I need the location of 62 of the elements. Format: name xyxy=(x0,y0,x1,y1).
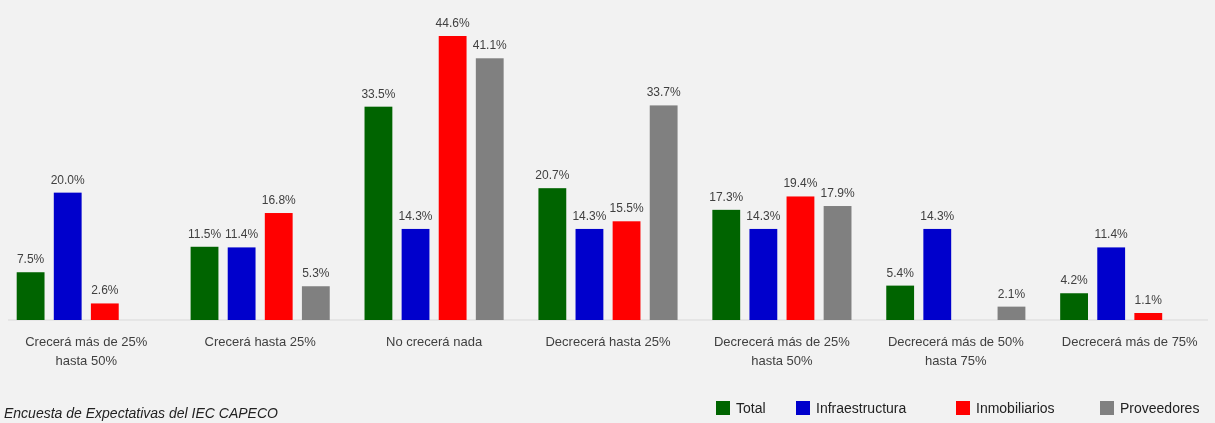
bar xyxy=(1060,293,1088,320)
bar xyxy=(823,206,852,320)
x-tick-label: Decrecerá hasta 25% xyxy=(545,334,671,349)
x-tick-label: Decrecerá más de 75% xyxy=(1061,334,1199,349)
legend-label: Total xyxy=(736,400,766,416)
x-tick-label: Decrecerá más de 50% hasta 75% xyxy=(887,334,1025,368)
bar xyxy=(575,228,604,320)
data-label: 14.3% xyxy=(398,208,433,223)
data-label: 5.3% xyxy=(302,266,330,281)
bar xyxy=(264,213,293,320)
data-label: 19.4% xyxy=(783,176,818,191)
x-tick-label: No crecerá nada xyxy=(386,334,483,349)
bar xyxy=(475,58,504,320)
data-label: 33.5% xyxy=(361,86,396,101)
data-label: 14.3% xyxy=(572,208,607,223)
legend-label: Inmobiliarios xyxy=(976,400,1055,416)
data-label: 44.6% xyxy=(435,16,470,30)
bar xyxy=(886,285,915,320)
data-label: 2.1% xyxy=(997,286,1026,301)
data-label: 11.5% xyxy=(187,226,222,241)
bar xyxy=(712,209,741,320)
bar xyxy=(649,105,678,320)
bar xyxy=(438,36,467,320)
data-label: 14.3% xyxy=(746,208,781,223)
data-label: 1.1% xyxy=(1134,293,1163,307)
bar xyxy=(612,221,641,320)
legend-label: Infraestructura xyxy=(816,400,907,416)
data-label: 33.7% xyxy=(646,85,681,100)
data-label: 4.2% xyxy=(1060,273,1089,288)
data-label: 20.0% xyxy=(50,172,86,187)
bar xyxy=(401,228,430,320)
data-label: 7.5% xyxy=(16,252,45,267)
data-label: 2.6% xyxy=(91,283,119,298)
data-label: 16.8% xyxy=(261,193,297,208)
bar xyxy=(538,188,567,320)
data-label: 15.5% xyxy=(609,201,644,216)
bar xyxy=(749,228,778,320)
data-label: 17.9% xyxy=(820,186,855,201)
bar xyxy=(923,228,952,320)
data-label: 17.3% xyxy=(709,189,744,204)
data-label: 20.7% xyxy=(535,168,570,183)
data-label: 5.4% xyxy=(886,265,915,280)
legend-label: Proveedores xyxy=(1120,400,1200,416)
data-label: 11.4% xyxy=(225,227,259,242)
bar xyxy=(364,106,393,320)
bar xyxy=(190,246,219,320)
data-label: 14.3% xyxy=(920,208,955,223)
text: Encuesta de Expectativas del IEC CAPECO xyxy=(4,405,279,421)
data-label: 11.4% xyxy=(1094,227,1129,242)
data-label: 41.1% xyxy=(472,38,508,53)
bar xyxy=(16,272,45,320)
bar xyxy=(997,306,1026,320)
bar xyxy=(301,286,330,320)
bar xyxy=(1097,247,1126,320)
bar xyxy=(1134,313,1163,320)
x-tick-label: Crecerá más de 25% hasta 50% xyxy=(25,334,148,368)
bar xyxy=(227,247,256,320)
x-tick-label: Decrecerá más de 25% hasta 50% xyxy=(713,334,851,368)
bar xyxy=(90,303,119,320)
bar xyxy=(786,196,815,320)
x-tick-label: Crecerá hasta 25% xyxy=(204,334,317,349)
bar xyxy=(53,192,82,320)
